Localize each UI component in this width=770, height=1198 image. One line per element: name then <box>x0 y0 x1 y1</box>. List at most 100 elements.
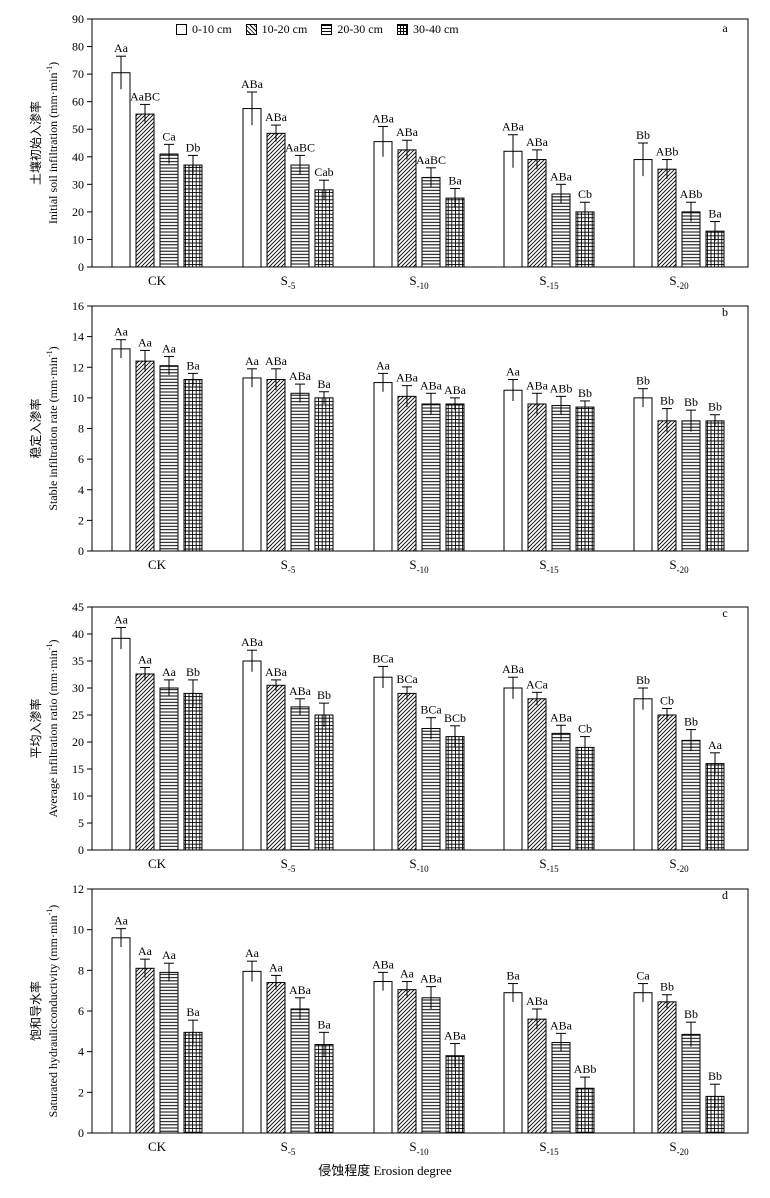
bar-10-20cm <box>135 967 155 1134</box>
x-tick-label: S-20 <box>669 273 689 291</box>
y-tick-label: 10 <box>72 789 84 803</box>
significance-label: BCa <box>372 651 394 665</box>
significance-label: Cb <box>578 187 592 201</box>
y-tick-label: 16 <box>72 299 84 313</box>
legend-label: 20-30 cm <box>337 22 383 36</box>
x-tick-label: S-20 <box>669 1139 689 1157</box>
y-tick-label: 12 <box>72 360 84 374</box>
bar-30-40cm <box>575 746 595 851</box>
bar-10-20cm <box>135 673 155 851</box>
significance-label: Bb <box>660 394 674 408</box>
y-axis-title-cn: 饱和导水率 <box>28 981 43 1041</box>
bar-30-40cm <box>445 197 465 268</box>
bar-20-30cm <box>290 164 310 268</box>
significance-label: ABa <box>526 994 549 1008</box>
bar-10-20cm <box>397 989 417 1134</box>
bar-0-10cm <box>111 637 131 851</box>
significance-label: ABa <box>241 77 264 91</box>
significance-label: Cb <box>660 694 674 708</box>
bar-0-10cm <box>633 397 653 552</box>
y-tick-label: 8 <box>78 963 84 977</box>
significance-label: ABa <box>289 983 312 997</box>
significance-label: ABb <box>680 187 703 201</box>
significance-label: Ca <box>636 969 650 983</box>
y-tick-label: 30 <box>72 177 84 191</box>
bar-20-30cm <box>551 193 571 268</box>
significance-label: Aa <box>162 342 177 356</box>
y-tick-label: 0 <box>78 260 84 274</box>
y-tick-label: 70 <box>72 67 84 81</box>
bar-20-30cm <box>159 153 179 268</box>
y-tick-label: 30 <box>72 681 84 695</box>
significance-label: Bb <box>636 128 650 142</box>
legend-item: 20-30 cm <box>321 22 383 37</box>
bar-30-40cm <box>705 763 725 851</box>
bar-20-30cm <box>681 739 701 851</box>
significance-label: ACa <box>526 677 549 691</box>
y-tick-label: 4 <box>78 1045 84 1059</box>
bar-10-20cm <box>527 159 547 268</box>
significance-label: ABa <box>241 635 264 649</box>
bar-20-30cm <box>290 1008 310 1134</box>
bar-20-30cm <box>551 1042 571 1134</box>
y-tick-label: 8 <box>78 422 84 436</box>
significance-label: Aa <box>138 944 153 958</box>
x-tick-label: S-5 <box>281 856 296 874</box>
legend-label: 10-20 cm <box>261 22 308 36</box>
significance-label: Aa <box>114 325 129 339</box>
y-tick-label: 20 <box>72 735 84 749</box>
significance-label: ABa <box>396 371 419 385</box>
bar-0-10cm <box>503 150 523 268</box>
significance-label: AaBC <box>285 140 315 154</box>
bar-20-30cm <box>551 732 571 851</box>
significance-label: Ba <box>448 173 462 187</box>
bar-0-10cm <box>503 389 523 552</box>
significance-label: Ba <box>317 377 331 391</box>
bar-20-30cm <box>290 392 310 552</box>
significance-label: AaBC <box>130 89 160 103</box>
x-tick-label: S-10 <box>409 856 429 874</box>
significance-label: ABa <box>265 665 288 679</box>
x-tick-label: S-15 <box>539 273 559 291</box>
bar-10-20cm <box>397 395 417 552</box>
legend-swatch-0-10cm <box>176 24 187 35</box>
legend-item: 0-10 cm <box>176 22 232 37</box>
x-tick-label: S-15 <box>539 856 559 874</box>
x-tick-label: S-10 <box>409 273 429 291</box>
significance-label: Ba <box>186 1005 200 1019</box>
x-tick-label: S-5 <box>281 273 296 291</box>
y-tick-label: 2 <box>78 513 84 527</box>
bar-20-30cm <box>421 403 441 552</box>
significance-label: Cb <box>578 722 592 736</box>
bar-30-40cm <box>575 406 595 552</box>
y-tick-label: 6 <box>78 1004 84 1018</box>
legend: 0-10 cm 10-20 cm 20-30 cm 30-40 cm <box>176 22 459 37</box>
significance-label: ABa <box>444 383 467 397</box>
y-tick-label: 0 <box>78 843 84 857</box>
bar-10-20cm <box>657 1001 677 1134</box>
x-tick-label: S-15 <box>539 1139 559 1157</box>
significance-label: Ba <box>506 969 520 983</box>
y-axis-title: Stable infiltration rate (mm·min-1) <box>45 346 60 510</box>
y-tick-label: 60 <box>72 95 84 109</box>
bar-30-40cm <box>314 397 334 552</box>
bar-30-40cm <box>183 692 203 851</box>
significance-label: Aa <box>245 946 260 960</box>
bar-30-40cm <box>183 1031 203 1134</box>
significance-label: AaBC <box>416 153 446 167</box>
significance-label: Aa <box>138 335 153 349</box>
bar-0-10cm <box>111 937 131 1134</box>
y-tick-label: 0 <box>78 1126 84 1140</box>
significance-label: ABa <box>372 957 395 971</box>
y-tick-label: 80 <box>72 40 84 54</box>
significance-label: ABa <box>289 684 312 698</box>
y-axis-title: Initial soil infiltration (mm·min-1) <box>45 62 60 224</box>
significance-label: ABa <box>550 1018 573 1032</box>
bar-10-20cm <box>527 698 547 851</box>
bar-10-20cm <box>266 982 286 1134</box>
panel-letter: b <box>722 305 728 319</box>
significance-label: Bb <box>186 665 200 679</box>
significance-label: ABa <box>420 972 443 986</box>
significance-label: ABb <box>656 145 679 159</box>
significance-label: Bb <box>684 715 698 729</box>
